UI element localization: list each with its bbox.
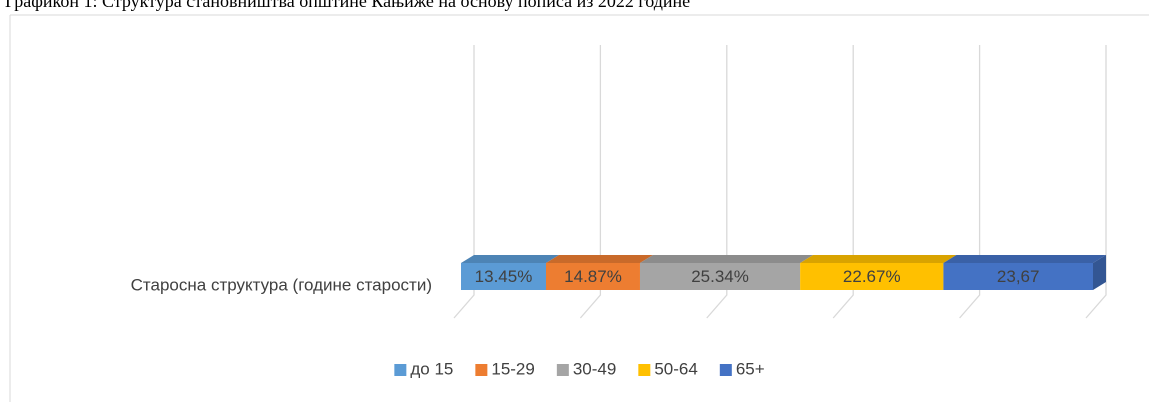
- bar-top: [800, 255, 957, 263]
- bar-top: [546, 255, 653, 263]
- data-label: 22.67%: [843, 267, 901, 286]
- bar: [461, 263, 547, 290]
- bar: [639, 263, 801, 290]
- grid-line: [832, 45, 854, 319]
- bar-top: [943, 255, 1106, 263]
- category-label: Старосна структура (године старости): [131, 275, 432, 294]
- bar-top: [639, 255, 814, 263]
- legend-swatch: [638, 364, 651, 376]
- data-label: 14.87%: [564, 267, 622, 286]
- legend-label: 15-29: [491, 359, 534, 378]
- bar: [546, 263, 640, 290]
- bar-side: [1093, 255, 1106, 290]
- legend-swatch: [556, 364, 569, 376]
- data-label: 23,67: [997, 267, 1040, 286]
- bar: [943, 263, 1093, 290]
- grid-line: [453, 45, 475, 319]
- chart-title: Графикон 1: Структура становништва општи…: [5, 0, 690, 11]
- grid-line: [579, 45, 602, 319]
- legend-label: 30-49: [573, 359, 616, 378]
- legend-label: до 15: [410, 359, 453, 378]
- data-label: 13.45%: [475, 267, 533, 286]
- legend-label: 65+: [736, 359, 765, 378]
- grid-line: [1085, 45, 1107, 319]
- bar-top: [461, 255, 560, 263]
- data-label: 25.34%: [691, 267, 749, 286]
- legend-swatch: [719, 364, 732, 376]
- grid-line: [706, 45, 728, 319]
- bar: [800, 263, 944, 290]
- legend-swatch: [394, 364, 407, 376]
- grid-line: [959, 45, 981, 319]
- legend-label: 50-64: [654, 359, 697, 378]
- legend-swatch: [475, 364, 488, 376]
